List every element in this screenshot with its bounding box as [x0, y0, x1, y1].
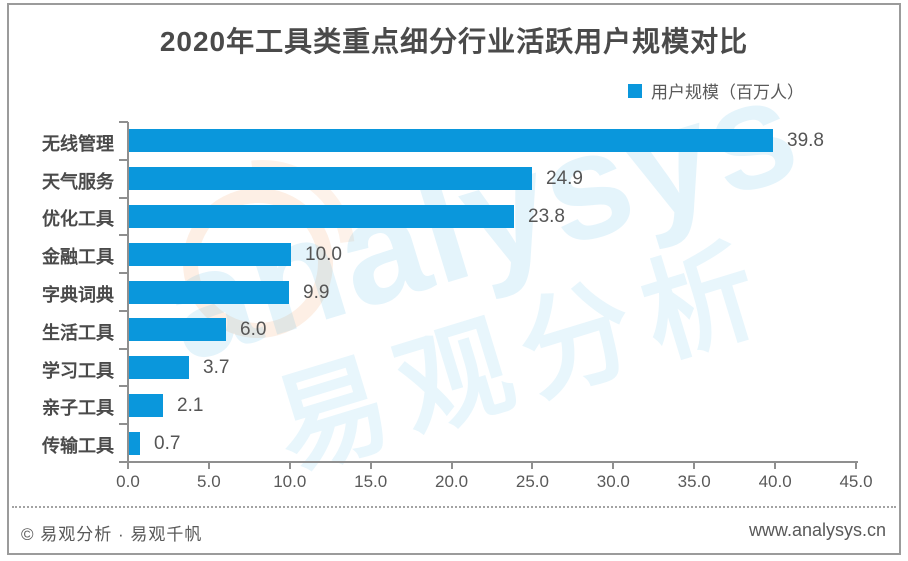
bar-value-label: 6.0	[240, 319, 267, 341]
x-tick-label: 15.0	[354, 472, 388, 491]
y-axis-tick	[119, 309, 128, 312]
bar-value-label: 9.9	[303, 281, 330, 303]
bar-value-label: 3.7	[203, 357, 230, 379]
bar-value-label: 24.9	[546, 168, 583, 190]
bar	[129, 318, 226, 342]
y-axis-tick	[119, 385, 128, 388]
bar	[129, 393, 163, 417]
x-axis-tick	[288, 463, 291, 469]
footer-website-link[interactable]: www.analysys.cn	[748, 520, 886, 540]
x-tick-label: 0.0	[116, 472, 140, 491]
category-label: 无线管理	[42, 133, 114, 154]
x-tick-label: 10.0	[273, 472, 307, 491]
x-axis-tick	[531, 463, 534, 469]
x-tick-label: 30.0	[596, 472, 630, 491]
legend: 用户规模（百万人）	[628, 78, 804, 103]
x-axis-tick	[450, 463, 453, 469]
x-axis-tick	[855, 463, 857, 469]
bar	[129, 431, 140, 455]
chart-title: 2020年工具类重点细分行业活跃用户规模对比	[159, 26, 749, 57]
y-axis-tick	[119, 121, 128, 123]
bar	[129, 167, 532, 191]
x-axis-tick	[207, 463, 210, 469]
x-tick-label: 45.0	[839, 472, 873, 491]
y-axis-tick	[119, 461, 128, 463]
x-axis-tick	[369, 463, 372, 469]
x-axis-tick	[127, 463, 129, 469]
bar	[129, 242, 291, 266]
bar-value-label: 2.1	[177, 394, 204, 416]
legend-swatch-icon	[628, 83, 642, 98]
bar-value-label: 39.8	[787, 130, 824, 152]
bar-value-label: 0.7	[154, 432, 181, 454]
footer-copyright: © 易观分析 · 易观千帆	[21, 525, 203, 544]
x-tick-label: 5.0	[197, 472, 221, 491]
bar-value-label: 10.0	[305, 243, 342, 265]
bar	[129, 204, 514, 228]
category-label: 学习工具	[42, 360, 114, 381]
y-axis-tick	[119, 423, 128, 426]
category-label: 传输工具	[42, 436, 114, 457]
y-axis-tick	[119, 272, 128, 275]
category-label: 金融工具	[42, 247, 114, 268]
category-label: 生活工具	[42, 322, 114, 343]
category-label: 天气服务	[42, 171, 114, 192]
category-label: 字典词典	[42, 285, 114, 305]
y-axis-tick	[119, 196, 128, 199]
y-axis-tick	[119, 158, 128, 161]
category-label: 亲子工具	[42, 398, 114, 419]
x-tick-label: 25.0	[515, 472, 549, 491]
bar-value-label: 23.8	[528, 205, 565, 227]
y-axis-tick	[119, 347, 128, 350]
y-axis-line	[127, 122, 129, 463]
y-axis-tick	[119, 234, 128, 237]
x-axis-line	[127, 461, 858, 463]
x-tick-label: 20.0	[435, 472, 469, 491]
x-axis-tick	[774, 463, 777, 469]
bar	[129, 280, 289, 304]
bar	[129, 356, 189, 380]
x-axis-tick	[693, 463, 696, 469]
bar	[129, 129, 773, 153]
legend-label: 用户规模（百万人）	[651, 83, 804, 102]
footer-divider	[12, 506, 896, 508]
category-label: 优化工具	[42, 209, 114, 230]
x-tick-label: 35.0	[677, 472, 711, 491]
x-axis-tick	[612, 463, 615, 469]
x-tick-label: 40.0	[758, 472, 792, 491]
